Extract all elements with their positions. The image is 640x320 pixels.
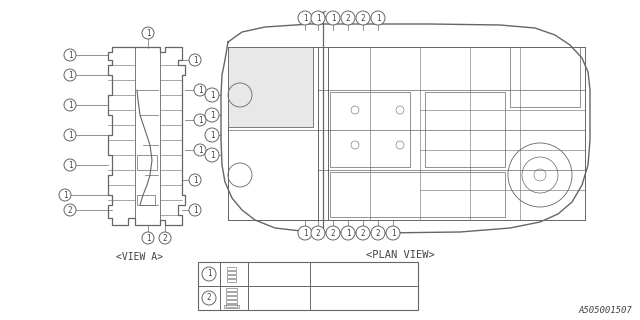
Text: 1: 1 — [210, 110, 214, 119]
Circle shape — [142, 232, 154, 244]
Bar — [228, 47, 318, 220]
Bar — [226, 300, 237, 302]
Text: <PLAN VIEW>: <PLAN VIEW> — [365, 250, 435, 260]
Bar — [137, 195, 155, 205]
Circle shape — [356, 226, 370, 240]
Text: 1: 1 — [193, 55, 197, 65]
Circle shape — [205, 128, 219, 142]
Circle shape — [64, 99, 76, 111]
Circle shape — [194, 114, 206, 126]
Bar — [224, 305, 239, 308]
Circle shape — [202, 291, 216, 305]
Text: A505001507: A505001507 — [579, 306, 632, 315]
Text: 1: 1 — [376, 13, 380, 22]
Circle shape — [311, 11, 325, 25]
Circle shape — [64, 49, 76, 61]
Bar — [226, 288, 237, 291]
Text: 1: 1 — [198, 116, 202, 124]
Circle shape — [64, 69, 76, 81]
Circle shape — [189, 204, 201, 216]
Bar — [226, 296, 237, 299]
Text: 1: 1 — [303, 13, 307, 22]
Circle shape — [341, 226, 355, 240]
Text: 1: 1 — [210, 150, 214, 159]
Text: 1: 1 — [198, 146, 202, 155]
Text: 2: 2 — [68, 205, 72, 214]
Bar — [227, 267, 236, 269]
Bar — [137, 155, 157, 170]
Bar — [228, 47, 313, 127]
Circle shape — [386, 226, 400, 240]
Text: 1: 1 — [63, 190, 67, 199]
Bar — [330, 92, 410, 167]
Circle shape — [298, 11, 312, 25]
Circle shape — [205, 148, 219, 162]
Circle shape — [64, 159, 76, 171]
Text: 1: 1 — [210, 91, 214, 100]
Text: 1: 1 — [68, 51, 72, 60]
Bar — [227, 271, 236, 274]
Circle shape — [64, 204, 76, 216]
Text: 1: 1 — [68, 70, 72, 79]
Text: 2: 2 — [316, 228, 320, 237]
Text: 2: 2 — [163, 234, 167, 243]
Circle shape — [59, 189, 71, 201]
Bar — [425, 92, 505, 167]
Circle shape — [142, 27, 154, 39]
Text: 1: 1 — [346, 228, 350, 237]
Text: 1: 1 — [390, 228, 396, 237]
Text: 2: 2 — [361, 13, 365, 22]
Circle shape — [298, 226, 312, 240]
Circle shape — [371, 11, 385, 25]
Text: 1: 1 — [146, 234, 150, 243]
Text: M6X18: M6X18 — [255, 293, 282, 302]
Circle shape — [326, 11, 340, 25]
Text: 1: 1 — [193, 175, 197, 185]
Text: 1: 1 — [303, 228, 307, 237]
Circle shape — [341, 11, 355, 25]
Bar — [510, 47, 580, 107]
Circle shape — [194, 84, 206, 96]
Bar — [227, 279, 236, 282]
Circle shape — [159, 232, 171, 244]
Circle shape — [202, 267, 216, 281]
Bar — [226, 304, 237, 307]
Circle shape — [189, 54, 201, 66]
Text: 2: 2 — [361, 228, 365, 237]
Bar — [198, 262, 418, 310]
Circle shape — [205, 88, 219, 102]
Bar — [227, 275, 236, 277]
Text: 2: 2 — [346, 13, 350, 22]
Circle shape — [356, 11, 370, 25]
Text: M5X13: M5X13 — [255, 269, 282, 278]
Circle shape — [326, 226, 340, 240]
Circle shape — [311, 226, 325, 240]
Text: 1: 1 — [68, 161, 72, 170]
Text: 1: 1 — [210, 131, 214, 140]
Text: <VIEW A>: <VIEW A> — [116, 252, 163, 262]
Text: 1: 1 — [207, 269, 211, 278]
Text: 1: 1 — [316, 13, 320, 22]
Text: M380002: M380002 — [317, 293, 355, 302]
Text: 1: 1 — [146, 28, 150, 37]
Circle shape — [189, 174, 201, 186]
Text: 2: 2 — [331, 228, 335, 237]
Circle shape — [371, 226, 385, 240]
Text: R910004: R910004 — [317, 269, 355, 278]
Text: A: A — [326, 12, 332, 22]
Circle shape — [194, 144, 206, 156]
Circle shape — [205, 108, 219, 122]
Circle shape — [64, 129, 76, 141]
Bar — [330, 172, 505, 217]
Text: 2: 2 — [207, 293, 211, 302]
Text: 1: 1 — [193, 205, 197, 214]
Text: 2: 2 — [376, 228, 380, 237]
Text: 1: 1 — [198, 85, 202, 94]
Bar — [226, 292, 237, 294]
Text: 1: 1 — [331, 13, 335, 22]
Text: 1: 1 — [68, 131, 72, 140]
Text: 1: 1 — [68, 100, 72, 109]
